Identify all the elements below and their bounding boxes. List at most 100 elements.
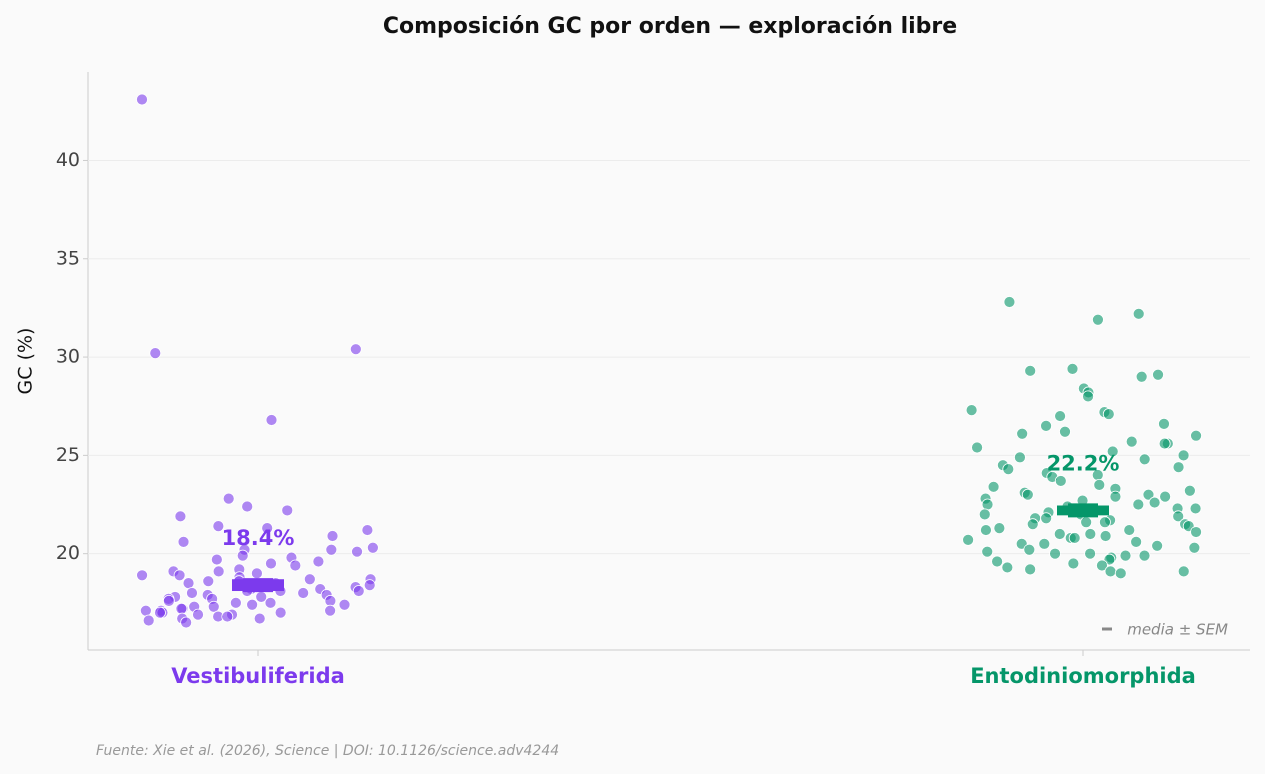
data-point [1190, 429, 1202, 442]
data-point [965, 404, 978, 417]
data-point [981, 498, 994, 511]
data-point [980, 524, 992, 536]
data-point [325, 543, 338, 556]
data-point [366, 541, 379, 554]
mean-label: 22.2% [1047, 451, 1120, 475]
data-point [297, 587, 310, 599]
source-note: Fuente: Xie et al. (2026), Science | DOI… [96, 743, 559, 759]
data-point [1002, 463, 1015, 476]
data-point [261, 522, 274, 535]
data-point [136, 569, 148, 582]
data-point [180, 616, 193, 629]
data-point [1177, 565, 1190, 578]
data-point [175, 602, 188, 615]
data-point [1102, 408, 1115, 420]
data-point [136, 93, 148, 106]
data-point [173, 569, 186, 582]
data-point [210, 553, 223, 566]
data-point [1016, 427, 1029, 440]
data-point [1026, 518, 1039, 531]
data-point [154, 606, 166, 619]
data-point [1125, 435, 1138, 448]
data-point [212, 520, 225, 533]
data-point [1158, 437, 1171, 450]
data-point [182, 577, 195, 590]
data-point [139, 604, 152, 617]
data-point [1099, 530, 1112, 542]
data-point [1119, 549, 1132, 562]
data-point [987, 480, 1000, 493]
data-point [186, 587, 198, 599]
data-point [1152, 368, 1164, 381]
data-point [1038, 537, 1051, 550]
data-point [1148, 496, 1161, 509]
data-point [1066, 362, 1079, 375]
data-point [1024, 364, 1037, 377]
data-point [1054, 475, 1067, 487]
data-point [1040, 419, 1052, 432]
data-point [174, 510, 187, 523]
data-point [324, 594, 337, 607]
data-point [1054, 410, 1067, 422]
y-axis-label: GC (%) [15, 328, 37, 395]
data-point [1067, 557, 1080, 570]
data-point [162, 594, 175, 607]
data-point [1189, 502, 1202, 515]
chart-title: Composición GC por orden — exploración l… [383, 14, 957, 39]
data-point [149, 347, 162, 360]
data-point [1138, 453, 1151, 466]
data-point [326, 530, 339, 542]
data-point [324, 604, 337, 617]
data-point [1024, 563, 1037, 576]
data-point [1093, 478, 1106, 491]
data-point [221, 610, 234, 623]
data-point [289, 559, 302, 572]
data-point [1040, 512, 1053, 525]
data-point [253, 612, 266, 625]
data-point [1114, 567, 1127, 580]
data-point [1190, 526, 1202, 538]
data-point [241, 500, 254, 513]
data-point [363, 579, 376, 592]
data-point [281, 504, 294, 517]
data-point [1104, 565, 1117, 578]
data-point [1183, 484, 1196, 497]
data-point [207, 600, 220, 613]
data-point [1132, 307, 1145, 320]
data-point [1001, 561, 1014, 574]
y-tick-label: 20 [56, 542, 80, 564]
data-point [212, 565, 225, 578]
data-point [192, 608, 204, 621]
data-point [265, 557, 277, 570]
data-point [1003, 296, 1016, 308]
y-tick-label: 35 [56, 247, 80, 269]
data-point [1099, 516, 1111, 529]
legend-label: media ± SEM [1127, 621, 1228, 639]
data-point [265, 414, 278, 426]
data-point [236, 549, 249, 562]
data-point [1021, 488, 1034, 501]
y-tick-label: 40 [56, 149, 80, 171]
data-point [993, 522, 1006, 535]
data-point [264, 596, 277, 609]
x-tick-label: Entodiniomorphida [970, 664, 1196, 688]
data-point [349, 343, 362, 356]
data-point [312, 555, 325, 568]
data-point [361, 524, 374, 536]
data-point [1049, 547, 1061, 560]
data-point [202, 575, 215, 588]
data-point [1084, 528, 1097, 540]
data-point [962, 534, 975, 546]
data-point [303, 573, 316, 586]
data-point [1109, 490, 1122, 503]
data-point [1053, 528, 1066, 540]
data-point [1068, 532, 1081, 544]
y-tick-label: 30 [56, 346, 80, 368]
data-point [1132, 498, 1145, 511]
data-point [1092, 313, 1104, 326]
data-point [352, 585, 365, 597]
y-tick-label: 25 [56, 444, 80, 466]
